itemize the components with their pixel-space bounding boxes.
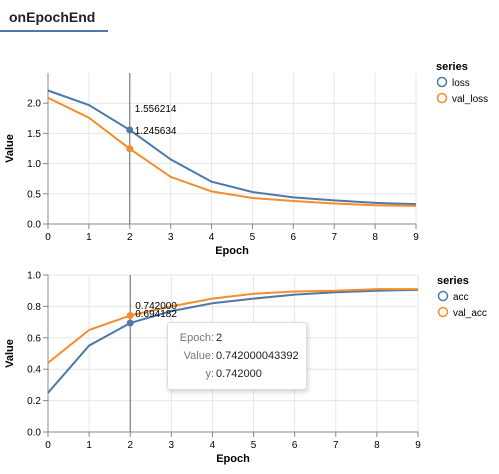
x-tick-label: 3 [168,232,174,243]
x-tick-label: 6 [292,440,298,451]
x-tick-label: 6 [291,232,297,243]
legend-symbol-loss [436,76,448,88]
series-line-val_acc [47,288,418,364]
tooltip-value: 0.742000 [216,368,262,380]
x-tick-label: 9 [415,440,421,451]
tab-onepochend[interactable]: onEpochEnd [0,0,108,32]
legend-label-acc: acc [453,292,469,303]
hover-point-val_acc [126,312,134,320]
y-tick-label: 0.0 [27,220,41,231]
tab-label: onEpochEnd [9,9,96,25]
hover-tooltip: Epoch: 2 Value: 0.742000043392 y: 0.7420… [167,322,307,390]
series-line-val_loss [47,96,417,207]
x-tick-label: 8 [372,232,378,243]
y-tick-label: 0.2 [27,396,41,407]
series-line-loss [47,89,417,206]
tooltip-key: Value: [183,350,214,362]
y-tick-label: 0.4 [27,365,41,376]
hover-value-label: 0.694182 [135,309,177,320]
x-tick-label: 2 [127,232,133,243]
x-axis-title: Epoch [216,453,250,465]
tooltip-value: 2 [216,332,223,344]
tooltip-row-epoch: Epoch: 2 [168,332,306,346]
legend-label-val_acc: val_acc [453,308,487,319]
legend-label-val_loss: val_loss [452,94,488,105]
y-axis-title: Value [4,134,16,163]
x-tick-label: 4 [210,440,216,451]
tooltip-value: 0.742000043392 [216,350,299,362]
x-tick-label: 8 [374,440,380,451]
hover-value-label: 0.742000 [135,301,177,312]
legend-symbol-val_loss [436,92,448,104]
hover-value-label: 1.245634 [135,126,177,137]
x-tick-label: 4 [209,232,215,243]
tooltip-row-value: Value: 0.742000043392 [168,350,306,364]
legend-title: series [436,61,468,73]
x-tick-label: 0 [45,232,51,243]
hover-point-loss [126,126,134,134]
x-axis-title: Epoch [215,245,249,257]
x-tick-label: 7 [331,232,337,243]
legend-label-loss: loss [452,78,470,89]
y-tick-label: 1.0 [27,159,41,170]
tooltip-key: y: [205,368,214,380]
legend-title: series [437,275,469,287]
y-tick-label: 0.0 [27,428,41,439]
x-tick-label: 1 [86,232,92,243]
accuracy-chart[interactable]: 0 1 2 3 4 5 6 7 8 9 0.0 0.2 0.4 0.6 0.8 1.0 Epoch Value 0.… [0,268,499,474]
hover-point-acc [126,319,134,327]
x-tick-label: 3 [169,440,175,451]
x-tick-label: 5 [250,232,256,243]
hover-value-label: 1.556214 [135,104,177,115]
y-tick-label: 0.5 [27,189,41,200]
y-tick-label: 2.0 [27,99,41,110]
x-tick-label: 5 [251,440,257,451]
legend-symbol-val_acc [437,306,449,318]
loss-chart[interactable]: 0 1 2 3 4 5 6 7 8 9 0.0 0.5 1.0 1.5 2.0 Epoch Value 1.556… [0,60,499,265]
hover-point-val_loss [126,145,134,153]
tab-bar: onEpochEnd [0,0,499,36]
y-tick-label: 0.6 [27,333,41,344]
series-line-acc [47,288,419,394]
x-tick-label: 1 [86,440,92,451]
legend-symbol-acc [437,290,449,302]
x-tick-label: 7 [333,440,339,451]
tooltip-row-y: y: 0.742000 [168,368,306,382]
tooltip-key: Epoch: [179,332,214,344]
y-axis-title: Value [4,339,16,368]
y-tick-label: 1.5 [27,129,41,140]
x-tick-label: 2 [127,440,133,451]
y-tick-label: 1.0 [27,271,41,282]
x-tick-label: 9 [413,232,419,243]
y-tick-label: 0.8 [27,302,41,313]
x-tick-label: 0 [45,440,51,451]
